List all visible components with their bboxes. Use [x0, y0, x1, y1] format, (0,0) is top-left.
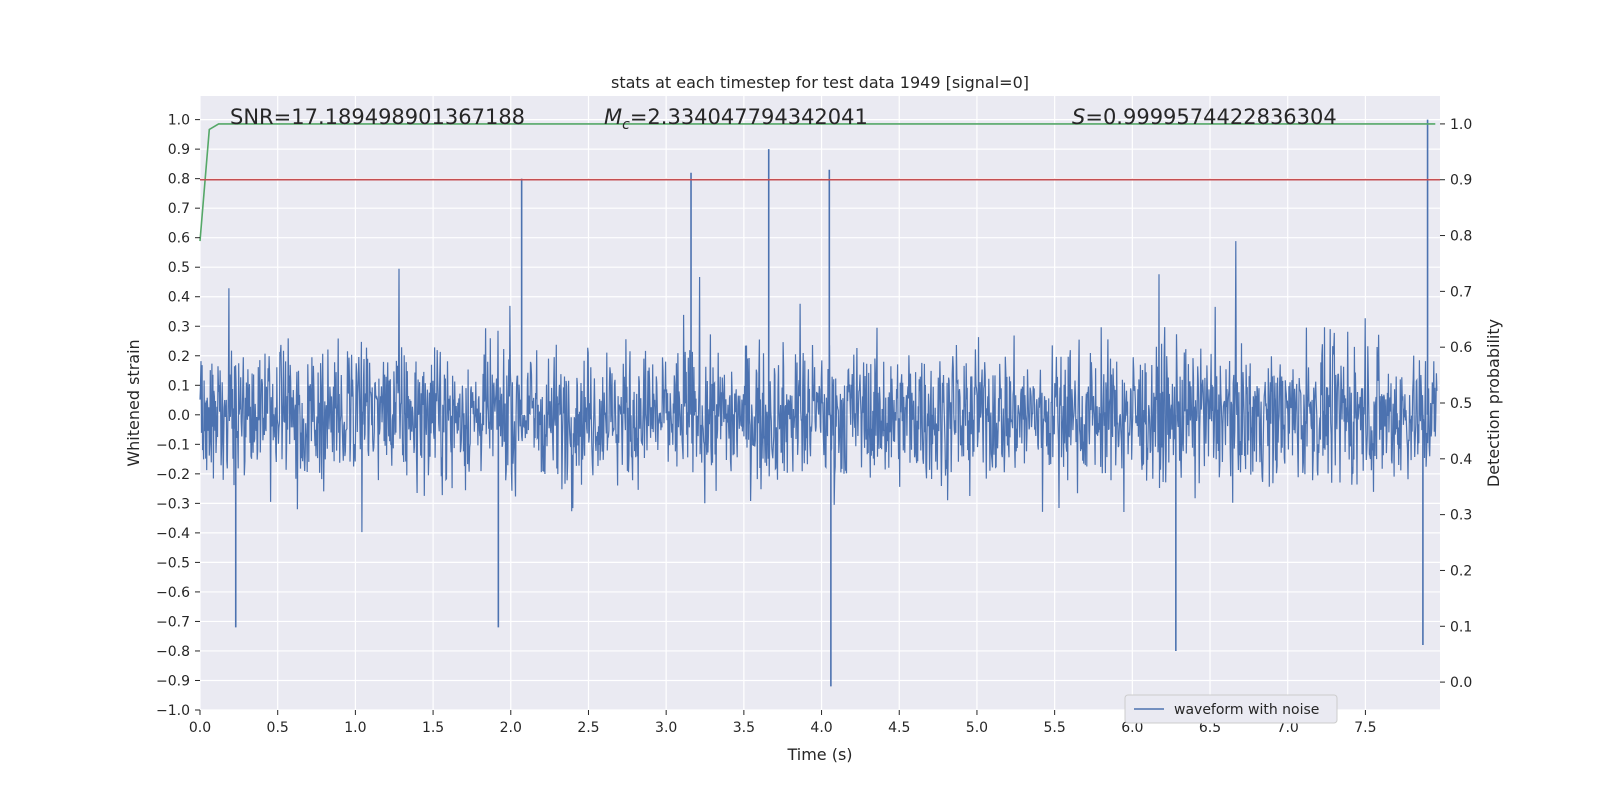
chart-title: stats at each timestep for test data 194…	[611, 73, 1029, 92]
x-tick-label: 3.0	[655, 720, 677, 736]
y-tick-label: −0.4	[156, 526, 190, 542]
y-tick-label: −0.7	[156, 614, 190, 630]
y-tick-label: −0.1	[156, 437, 190, 453]
score-symbol: S	[1072, 105, 1085, 129]
y-tick-label: 0.5	[168, 260, 190, 276]
x-tick-label: 4.0	[810, 720, 832, 736]
y-tick-label: 0.3	[168, 319, 190, 335]
right-tick-label: 0.1	[1450, 619, 1472, 635]
y-tick-label: −0.6	[156, 585, 190, 601]
y-tick-label: −0.5	[156, 555, 190, 571]
y-tick-label: 0.9	[168, 142, 190, 158]
x-tick-label: 3.5	[733, 720, 755, 736]
y-axis-ticks: 1.0 0.9 0.8 0.7 0.6 0.5 0.4 0.3 0.2 0.1 0.0 −0.1 −0.…	[156, 113, 200, 719]
x-tick-label: 0.5	[267, 720, 289, 736]
chirp-mass-annotation: Mc=2.334047794342041	[604, 105, 868, 133]
y-axis-label: Whitened strain	[124, 339, 143, 466]
x-tick-label: 2.0	[500, 720, 522, 736]
right-tick-label: 0.9	[1450, 173, 1472, 189]
probability-series	[199, 123, 1440, 242]
legend-box	[1124, 694, 1338, 724]
right-tick-label: 0.6	[1450, 340, 1472, 356]
right-tick-label: 1.0	[1450, 117, 1472, 133]
y-tick-label: 0.8	[168, 172, 190, 188]
chirp-mass-value: =2.334047794342041	[630, 105, 868, 129]
y-tick-label: −0.8	[156, 644, 190, 660]
right-tick-label: 0.7	[1450, 284, 1472, 300]
y-tick-label: −0.9	[156, 673, 190, 689]
x-tick-label: 6.5	[1199, 720, 1221, 736]
score-annotation: S=0.9999574422836304	[1072, 105, 1337, 129]
score-value: =0.9999574422836304	[1085, 105, 1336, 129]
legend: waveform with noise	[1124, 694, 1338, 724]
right-tick-label: 0.3	[1450, 508, 1472, 524]
legend-label: waveform with noise	[1174, 702, 1319, 718]
y-tick-label: 0.1	[168, 378, 190, 394]
y-tick-label: −0.2	[156, 467, 190, 483]
snr-annotation: SNR=17.189498901367188	[230, 105, 525, 129]
right-tick-label: 0.8	[1450, 229, 1472, 245]
y-tick-label: 0.7	[168, 201, 190, 217]
chirp-mass-subscript: c	[622, 117, 630, 133]
right-tick-label: 0.5	[1450, 396, 1472, 412]
y-tick-label: −1.0	[156, 703, 190, 719]
x-tick-label: 7.0	[1277, 720, 1299, 736]
x-tick-label: 4.5	[888, 720, 910, 736]
x-tick-label: 5.5	[1044, 720, 1066, 736]
right-tick-label: 0.0	[1450, 675, 1472, 691]
y-tick-label: 0.0	[168, 408, 190, 424]
y-tick-label: 0.2	[168, 349, 190, 365]
waveform-series	[199, 119, 1438, 687]
x-tick-label: 0.0	[189, 720, 211, 736]
x-tick-label: 1.0	[344, 720, 366, 736]
x-tick-label: 1.5	[422, 720, 444, 736]
waveform-line	[199, 241, 1438, 533]
x-tick-label: 2.5	[577, 720, 599, 736]
x-tick-label: 7.5	[1354, 720, 1376, 736]
x-tick-label: 5.0	[966, 720, 988, 736]
chirp-mass-symbol: M	[604, 105, 622, 129]
right-axis-label: Detection probability	[1484, 319, 1503, 487]
y-tick-label: −0.3	[156, 496, 190, 512]
x-axis-label: Time (s)	[786, 745, 852, 764]
x-axis-ticks: 0.0 0.5 1.0 1.5 2.0 2.5 3.0 3.5 4.0 4.5 5.0 5.5 6.0 6…	[189, 710, 1377, 736]
y-tick-label: 0.6	[168, 231, 190, 247]
y-tick-label: 1.0	[168, 113, 190, 129]
right-tick-label: 0.4	[1450, 452, 1472, 468]
right-axis-ticks: 1.0 0.9 0.8 0.7 0.6 0.5 0.4 0.3 0.2 0.1 0.0	[1440, 117, 1472, 691]
x-tick-label: 6.0	[1121, 720, 1143, 736]
probability-line	[199, 123, 1436, 242]
y-tick-label: 0.4	[168, 290, 190, 306]
right-tick-label: 0.2	[1450, 563, 1472, 579]
